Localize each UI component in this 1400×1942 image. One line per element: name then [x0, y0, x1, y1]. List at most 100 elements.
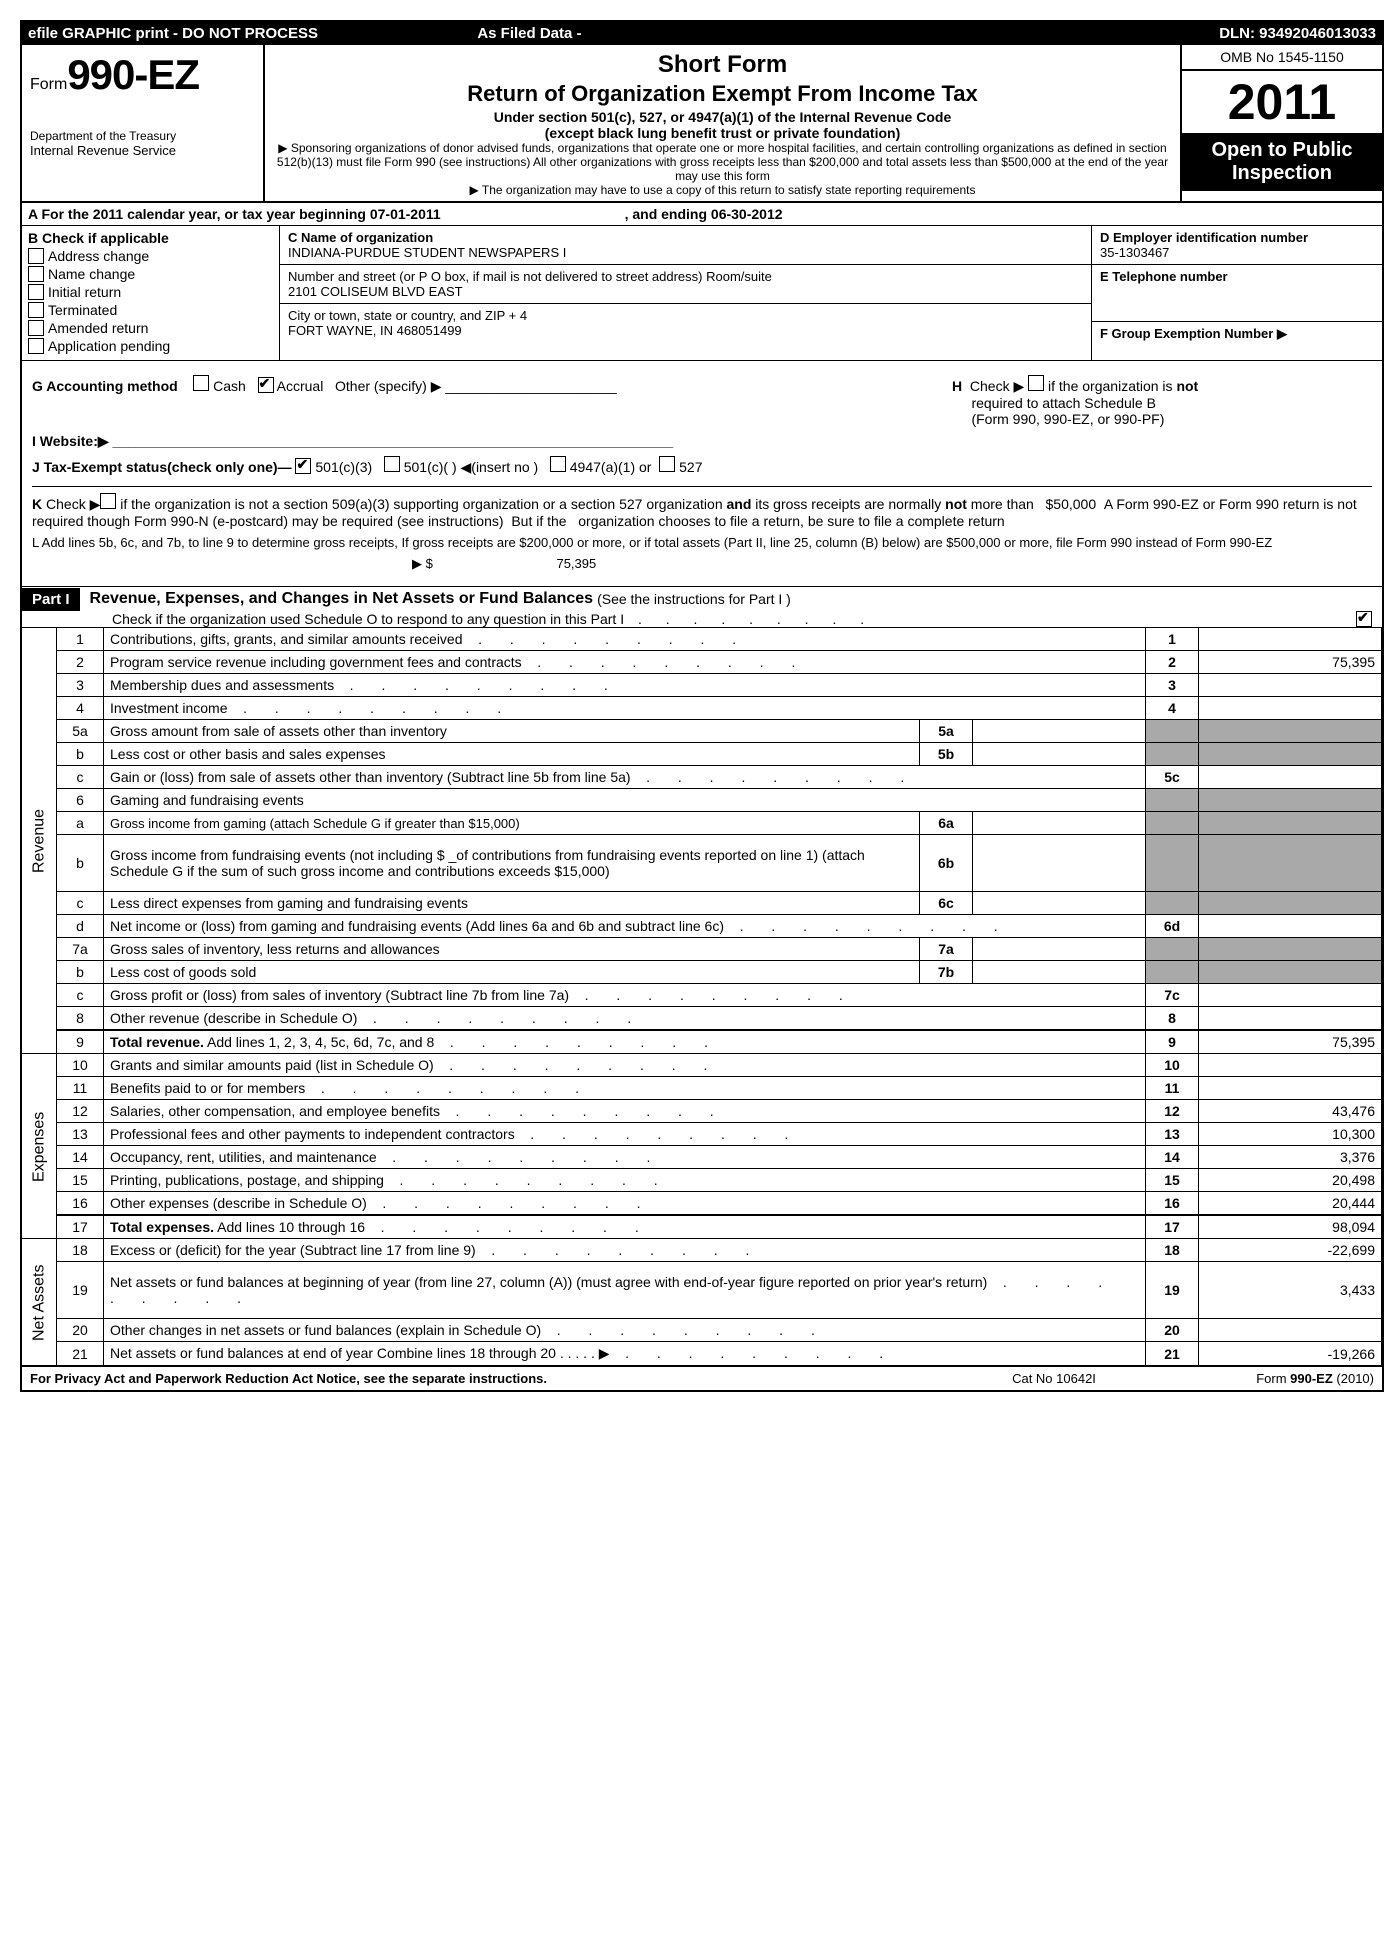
line-amount: 20,444 — [1199, 1192, 1382, 1216]
line-number: 2 — [57, 651, 104, 674]
box-shaded — [1146, 892, 1199, 915]
checkbox-501c3[interactable] — [295, 458, 311, 474]
box-shaded — [1146, 720, 1199, 743]
topbar-mid: As Filed Data - — [477, 25, 926, 42]
d-label: D Employer identification number — [1100, 230, 1374, 245]
col-c-org: C Name of organization INDIANA-PURDUE ST… — [280, 226, 1092, 360]
line-desc: Membership dues and assessments . . . . … — [104, 674, 1146, 697]
line-desc: Other expenses (describe in Schedule O) … — [104, 1192, 1146, 1216]
org-city: FORT WAYNE, IN 468051499 — [288, 323, 1083, 338]
line-box: 4 — [1146, 697, 1199, 720]
line-desc: Gain or (loss) from sale of assets other… — [104, 766, 1146, 789]
line-desc: Less cost of goods sold — [104, 961, 920, 984]
line-box: 5c — [1146, 766, 1199, 789]
line-amount — [1199, 674, 1382, 697]
line-amount — [1199, 697, 1382, 720]
f-label: F Group Exemption Number ▶ — [1100, 326, 1374, 342]
addr-label: Number and street (or P O box, if mail i… — [288, 269, 1083, 284]
mid-amount — [973, 892, 1146, 915]
mid-amount — [973, 961, 1146, 984]
section-bcd: B Check if applicable Address change Nam… — [22, 226, 1382, 361]
line-desc: Net assets or fund balances at end of ye… — [104, 1342, 1146, 1366]
line-amount: 20,498 — [1199, 1169, 1382, 1192]
ein: 35-1303467 — [1100, 245, 1374, 260]
title-short-form: Short Form — [275, 51, 1170, 79]
mid-amount — [973, 743, 1146, 766]
line-number: b — [57, 743, 104, 766]
mid-box: 5a — [920, 720, 973, 743]
line-box: 13 — [1146, 1123, 1199, 1146]
line-number: 9 — [57, 1030, 104, 1054]
checkbox-h-schedule-b[interactable] — [1028, 375, 1044, 391]
line-box: 20 — [1146, 1319, 1199, 1342]
checkbox-cash[interactable] — [193, 375, 209, 391]
line-desc: Gross income from fundraising events (no… — [104, 835, 920, 892]
footer-privacy: For Privacy Act and Paperwork Reduction … — [30, 1371, 954, 1386]
line-desc: Salaries, other compensation, and employ… — [104, 1100, 1146, 1123]
line-amount — [1199, 1077, 1382, 1100]
line-number: c — [57, 984, 104, 1007]
line-desc: Program service revenue including govern… — [104, 651, 1146, 674]
checkbox-527[interactable] — [659, 456, 675, 472]
line-desc: Printing, publications, postage, and shi… — [104, 1169, 1146, 1192]
box-shaded — [1146, 961, 1199, 984]
form-prefix: Form — [30, 76, 67, 93]
part1-header-row: Part I Revenue, Expenses, and Changes in… — [22, 586, 1382, 611]
line-box: 15 — [1146, 1169, 1199, 1192]
line-amount: 75,395 — [1199, 651, 1382, 674]
amount-shaded — [1199, 961, 1382, 984]
tax-year: 2011 — [1182, 71, 1382, 133]
line-number: 6 — [57, 789, 104, 812]
line-number: 14 — [57, 1146, 104, 1169]
line-box: 17 — [1146, 1215, 1199, 1239]
line-amount — [1199, 628, 1382, 651]
checkbox-amended[interactable] — [28, 320, 44, 336]
line-desc: Other revenue (describe in Schedule O) .… — [104, 1007, 1146, 1031]
line-box: 1 — [1146, 628, 1199, 651]
checkbox-accrual[interactable] — [258, 377, 274, 393]
mid-amount — [973, 812, 1146, 835]
checkbox-initial-return[interactable] — [28, 284, 44, 300]
row-a-tax-year: A For the 2011 calendar year, or tax yea… — [22, 203, 1382, 226]
part1-sub: Check if the organization used Schedule … — [22, 611, 1382, 627]
line-desc: Benefits paid to or for members . . . . … — [104, 1077, 1146, 1100]
line-desc: Professional fees and other payments to … — [104, 1123, 1146, 1146]
checkbox-4947[interactable] — [550, 456, 566, 472]
part1-title: Revenue, Expenses, and Changes in Net As… — [90, 587, 594, 611]
line-box: 11 — [1146, 1077, 1199, 1100]
line-box: 6d — [1146, 915, 1199, 938]
col-b-check: B Check if applicable Address change Nam… — [22, 226, 280, 360]
line-box: 10 — [1146, 1054, 1199, 1077]
j-label: J Tax-Exempt status(check only one)— — [32, 459, 292, 475]
line-amount: -19,266 — [1199, 1342, 1382, 1366]
line-number: 5a — [57, 720, 104, 743]
line-desc: Gross income from gaming (attach Schedul… — [104, 812, 920, 835]
line-number: c — [57, 766, 104, 789]
part1-title-note: (See the instructions for Part I ) — [597, 591, 791, 607]
line-desc: Gross amount from sale of assets other t… — [104, 720, 920, 743]
checkbox-name-change[interactable] — [28, 266, 44, 282]
subtitle-section: Under section 501(c), 527, or 4947(a)(1)… — [275, 109, 1170, 125]
line-amount: -22,699 — [1199, 1239, 1382, 1262]
line-amount: 98,094 — [1199, 1215, 1382, 1239]
line-desc: Total expenses. Add lines 10 through 16 … — [104, 1215, 1146, 1239]
checkbox-k[interactable] — [100, 493, 116, 509]
line-number: 12 — [57, 1100, 104, 1123]
mid-box: 6a — [920, 812, 973, 835]
line-box: 21 — [1146, 1342, 1199, 1366]
checkbox-501c[interactable] — [384, 456, 400, 472]
amount-shaded — [1199, 892, 1382, 915]
line-desc: Gross profit or (loss) from sales of inv… — [104, 984, 1146, 1007]
line-amount: 10,300 — [1199, 1123, 1382, 1146]
line-number: 20 — [57, 1319, 104, 1342]
mid-box: 5b — [920, 743, 973, 766]
checkbox-part1-schedule-o[interactable] — [1356, 611, 1372, 627]
line-number: c — [57, 892, 104, 915]
checkbox-app-pending[interactable] — [28, 338, 44, 354]
line-number: 1 — [57, 628, 104, 651]
checkbox-terminated[interactable] — [28, 302, 44, 318]
box-shaded — [1146, 743, 1199, 766]
checkbox-address-change[interactable] — [28, 248, 44, 264]
mid-amount — [973, 835, 1146, 892]
line-amount: 43,476 — [1199, 1100, 1382, 1123]
